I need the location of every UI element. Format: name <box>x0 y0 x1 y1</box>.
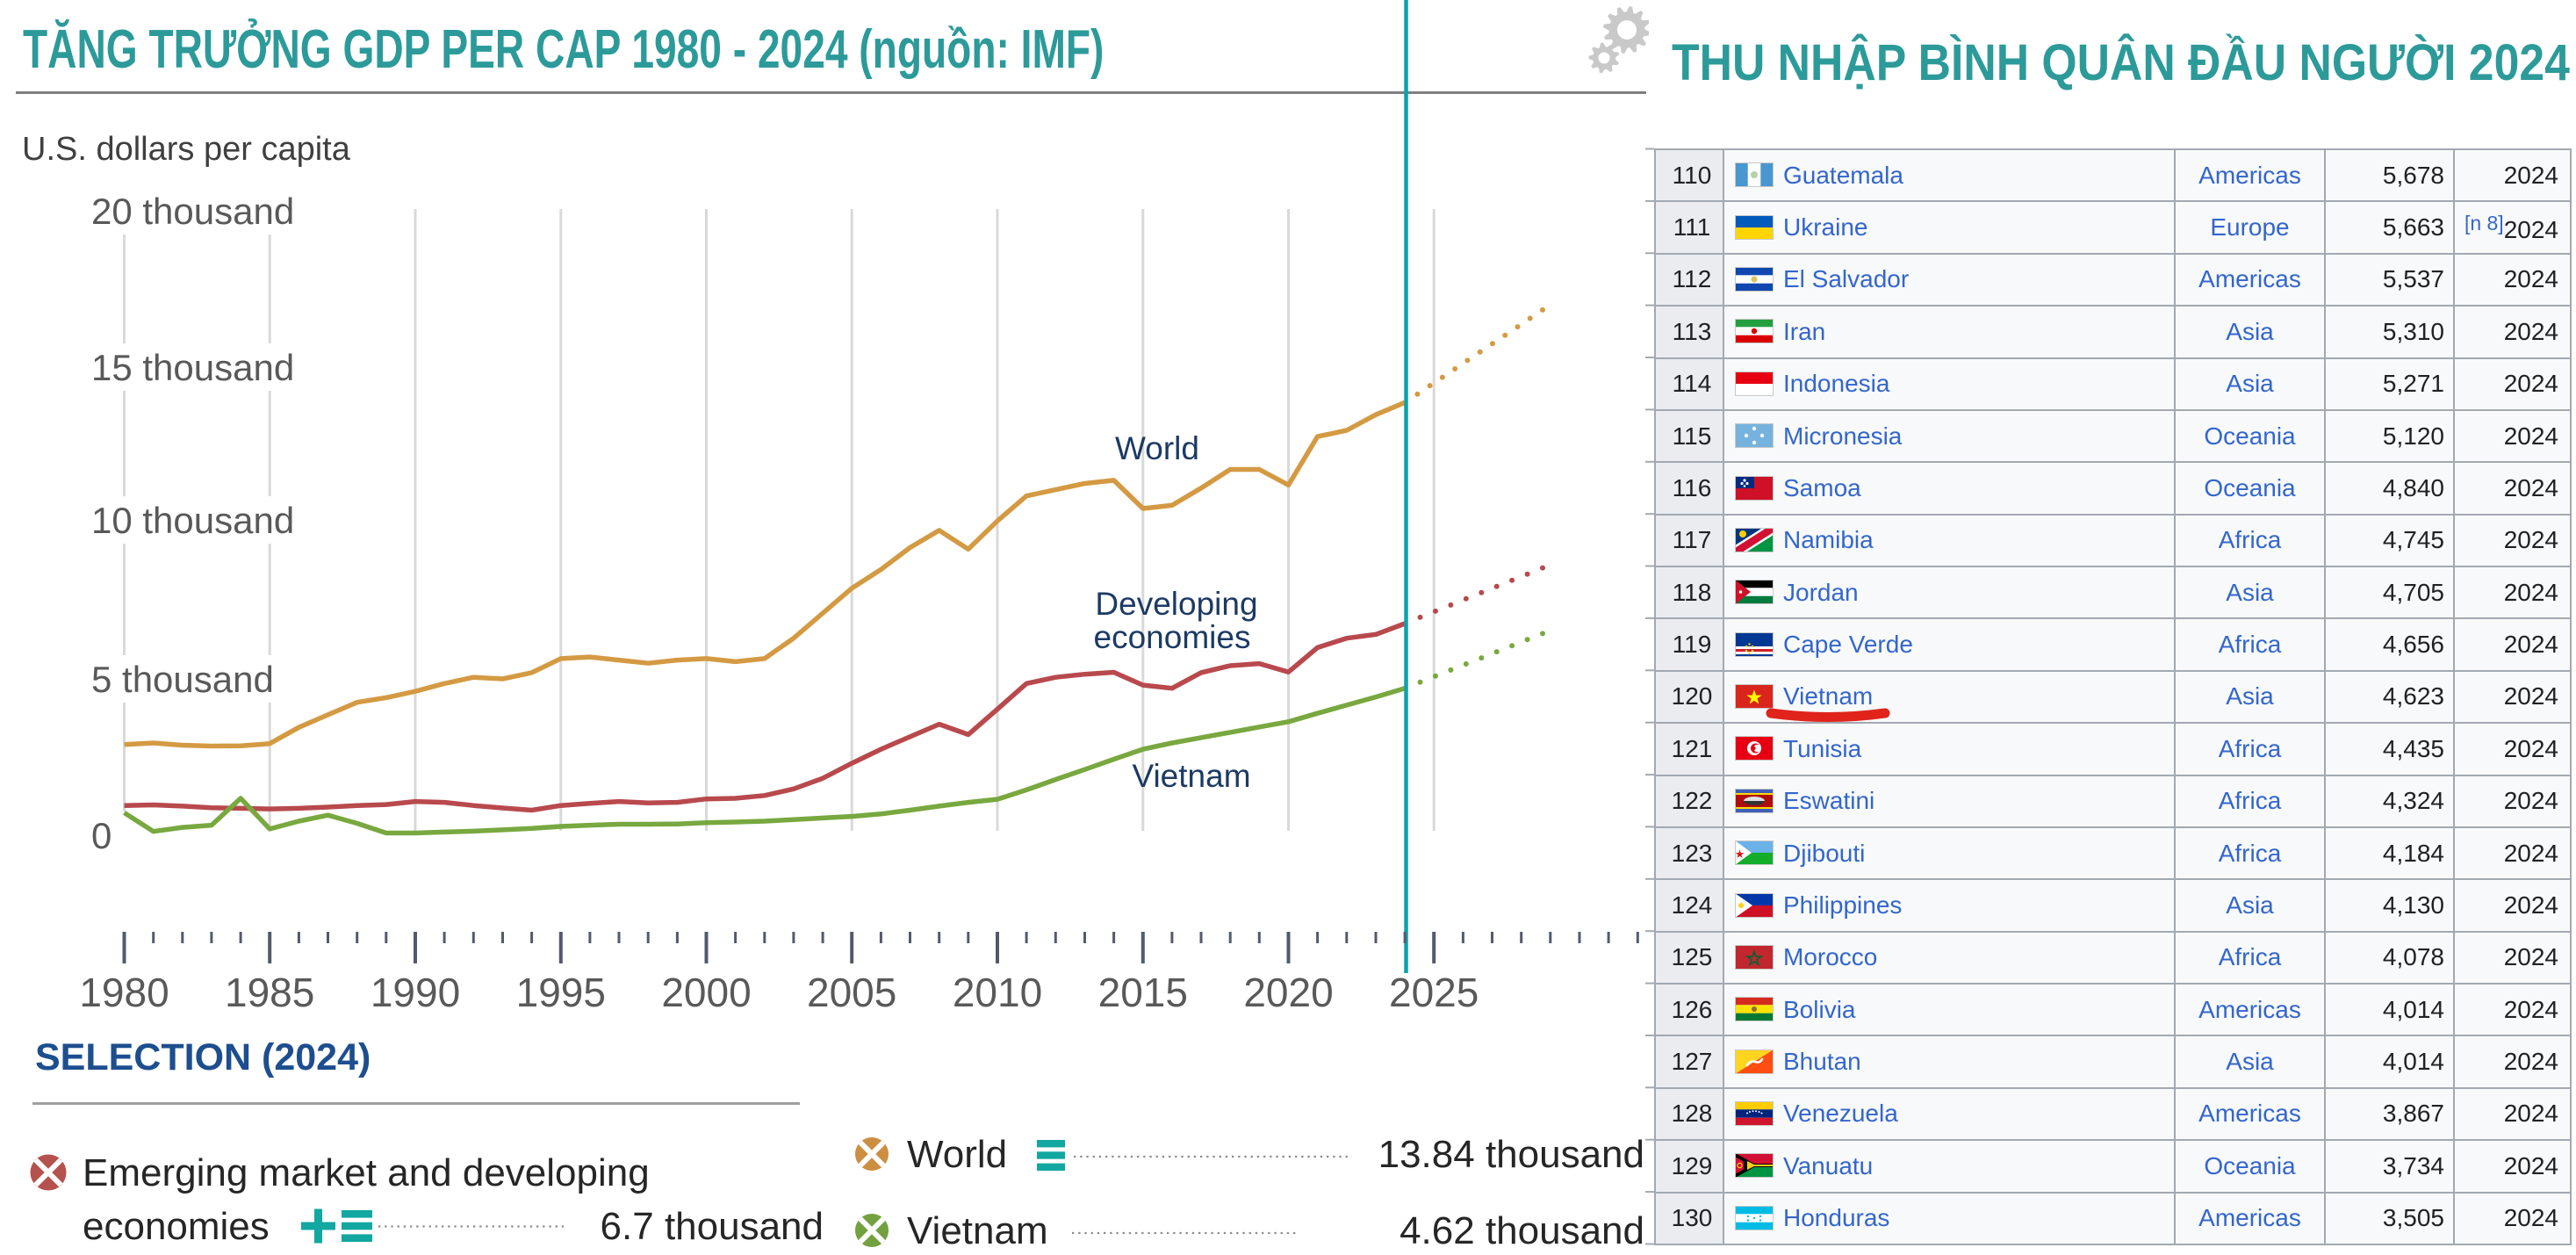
svg-text:4.62 thousand: 4.62 thousand <box>1400 1209 1644 1252</box>
svg-text:World: World <box>907 1133 1007 1176</box>
svg-text:1995: 1995 <box>516 970 606 1015</box>
svg-text:15 thousand: 15 thousand <box>91 347 294 388</box>
svg-text:2010: 2010 <box>953 970 1042 1015</box>
svg-text:10 thousand: 10 thousand <box>91 500 294 541</box>
svg-text:5 thousand: 5 thousand <box>91 659 274 700</box>
svg-text:Developing: Developing <box>1095 586 1257 622</box>
svg-text:2000: 2000 <box>661 970 751 1015</box>
svg-text:U.S. dollars per capita: U.S. dollars per capita <box>22 131 351 168</box>
svg-text:1980: 1980 <box>79 970 169 1015</box>
svg-text:1990: 1990 <box>371 970 460 1015</box>
svg-text:2015: 2015 <box>1098 970 1188 1015</box>
svg-text:Vietnam: Vietnam <box>1132 758 1250 794</box>
svg-text:1985: 1985 <box>225 970 314 1015</box>
svg-text:20 thousand: 20 thousand <box>91 191 294 232</box>
svg-text:13.84 thousand: 13.84 thousand <box>1378 1133 1644 1176</box>
svg-text:Emerging market and developing: Emerging market and developing <box>83 1151 650 1194</box>
svg-text:economies: economies <box>83 1205 270 1248</box>
svg-text:SELECTION (2024): SELECTION (2024) <box>35 1036 371 1078</box>
svg-text:2005: 2005 <box>807 970 896 1015</box>
svg-text:6.7 thousand: 6.7 thousand <box>601 1205 824 1248</box>
svg-text:THU NHẬP BÌNH QUÂN ĐẦU NGƯỜI 2: THU NHẬP BÌNH QUÂN ĐẦU NGƯỜI 2024 <box>1672 33 2570 90</box>
svg-text:economies: economies <box>1094 619 1251 655</box>
svg-text:TĂNG TRƯỞNG GDP PER CAP 1980 -: TĂNG TRƯỞNG GDP PER CAP 1980 - 2024 (ngu… <box>23 18 1104 79</box>
svg-text:0: 0 <box>91 815 112 856</box>
svg-text:Vietnam: Vietnam <box>907 1209 1048 1252</box>
svg-text:World: World <box>1115 430 1199 466</box>
svg-text:2025: 2025 <box>1389 970 1479 1015</box>
svg-text:2020: 2020 <box>1243 970 1333 1015</box>
